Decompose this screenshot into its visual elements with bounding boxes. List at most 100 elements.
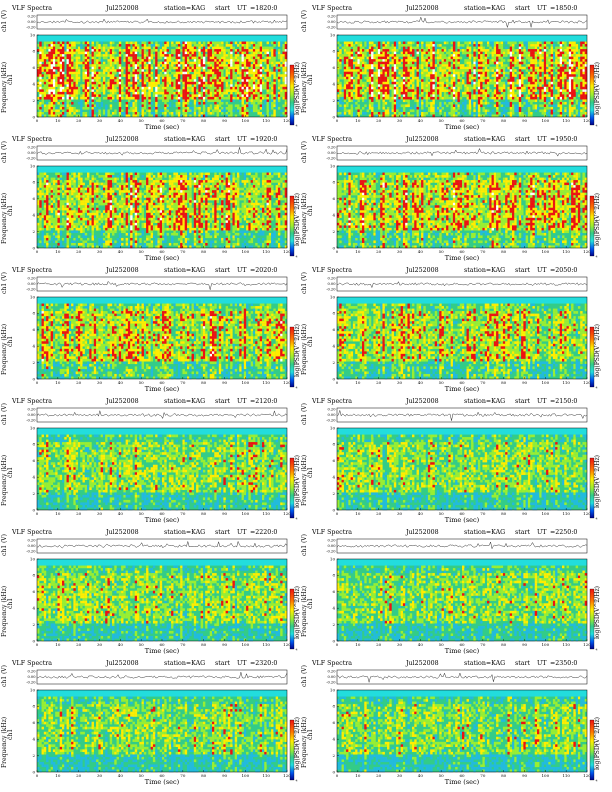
time-tick-label: 50 xyxy=(439,380,445,385)
ch1-axis-label: ch1 (V) xyxy=(301,10,308,32)
ch1-tick-label: 0.00 xyxy=(27,675,36,679)
ch1-tick-label: 0.20 xyxy=(327,15,336,19)
colorbar-tick-label: -1 xyxy=(295,350,298,354)
colorbar-tick-label: -1 xyxy=(595,743,598,747)
ch1-axis-label: ch1 (V) xyxy=(301,272,308,294)
colorbar-tick-label: 0 xyxy=(295,76,297,80)
panel-start: start xyxy=(215,267,230,274)
time-axis-label: Time (sec) xyxy=(445,123,480,131)
panel-title: VLF Spectra xyxy=(312,529,352,536)
freq-tick-label: 8 xyxy=(32,180,35,185)
spectrogram-cells xyxy=(37,434,288,511)
colorbar xyxy=(589,326,595,388)
panel-start: start xyxy=(215,398,230,405)
ch1-axis-label: ch1 (V) xyxy=(1,665,8,687)
ch1-tick-label: 0.20 xyxy=(27,146,36,150)
panel-date: Jul252008 xyxy=(106,136,139,143)
panel-start-ut: =1850:0 xyxy=(550,5,577,12)
colorbar-tick-label: -1 xyxy=(595,481,598,485)
cyan-band xyxy=(37,297,287,304)
panel-start: start xyxy=(215,5,230,12)
time-tick-label: 80 xyxy=(201,118,207,123)
colorbar-tick-label: -2 xyxy=(295,362,298,366)
colorbar-tick-label: 0 xyxy=(595,600,597,604)
time-tick-label: 80 xyxy=(501,249,507,254)
panel-start-ut: =1820:0 xyxy=(250,5,277,12)
spectrogram-panel: VLF Spectra Jul252008 station=KAG start UT =2… xyxy=(301,398,602,526)
frequency-axis-label: Frequency (kHz) xyxy=(1,62,8,113)
time-tick-label: 20 xyxy=(376,773,382,778)
spectrogram-panel: VLF Spectra Jul252008 station=KAG start UT =2… xyxy=(301,529,602,657)
colorbar-tick-label: 1 xyxy=(295,588,297,592)
cyan-band xyxy=(337,559,587,566)
time-tick-label: 70 xyxy=(480,773,486,778)
panel-header: VLF Spectra Jul252008 station=KAG start UT =2… xyxy=(12,529,302,538)
panel-date: Jul252008 xyxy=(406,398,439,405)
time-tick-label: 0 xyxy=(36,118,39,123)
ch1-tick-label: -0.20 xyxy=(326,681,336,685)
colorbar xyxy=(289,719,295,781)
colorbar-tick-label: 1 xyxy=(595,195,597,199)
freq-tick-label: 10 xyxy=(30,556,36,561)
colorbar-tick-label: -3 xyxy=(295,112,298,116)
freq-tick-label: 8 xyxy=(332,442,335,447)
ch1-axis-label: ch1 (V) xyxy=(1,534,8,556)
colorbar-tick-label: -4 xyxy=(295,779,298,783)
waveform-trace xyxy=(336,541,588,550)
freq-tick-label: 6 xyxy=(32,327,35,332)
time-axis-label: Time (sec) xyxy=(445,647,480,655)
panel-ut: UT xyxy=(237,267,247,274)
time-tick-label: 100 xyxy=(542,249,550,254)
colorbar-tick-label: 0 xyxy=(295,207,297,211)
spectrogram-cells xyxy=(337,303,588,380)
spectrogram-panel: VLF Spectra Jul252008 station=KAG start UT =1… xyxy=(301,136,602,264)
time-tick-label: 30 xyxy=(397,642,403,647)
freq-tick-label: 8 xyxy=(32,311,35,316)
colorbar-tick-label: 0 xyxy=(595,338,597,342)
waveform-trace xyxy=(36,672,288,679)
colorbar-tick-label: 1 xyxy=(595,64,597,68)
frequency-axis-label: Frequency (kHz) xyxy=(301,62,308,113)
ch1-tick-label: -0.20 xyxy=(26,419,36,423)
ch1-tick-label: -0.20 xyxy=(26,157,36,161)
freq-tick-label: 8 xyxy=(32,442,35,447)
colorbar-tick-label: 1 xyxy=(295,457,297,461)
frequency-axis-label: Frequency (kHz) xyxy=(1,193,8,244)
time-tick-label: 100 xyxy=(242,380,250,385)
time-tick-label: 60 xyxy=(459,249,465,254)
colorbar-tick-label: -4 xyxy=(295,386,298,390)
panel-start-ut: =2350:0 xyxy=(550,660,577,667)
time-tick-label: 10 xyxy=(355,118,361,123)
time-tick-label: 60 xyxy=(159,118,165,123)
time-tick-label: 70 xyxy=(480,249,486,254)
freq-tick-label: 2 xyxy=(32,491,35,496)
time-tick-label: 50 xyxy=(439,642,445,647)
colorbar-tick-label: -2 xyxy=(295,493,298,497)
time-tick-label: 30 xyxy=(397,511,403,516)
time-tick-label: 50 xyxy=(139,773,145,778)
ch1-tick-label: 0.00 xyxy=(327,675,336,679)
time-tick-label: 110 xyxy=(562,380,570,385)
time-tick-label: 40 xyxy=(118,249,124,254)
time-tick-label: 60 xyxy=(159,380,165,385)
colorbar-tick-label: 1 xyxy=(595,588,597,592)
ch1-tick-label: 0.00 xyxy=(327,544,336,548)
time-tick-label: 10 xyxy=(55,118,61,123)
panel-date: Jul252008 xyxy=(106,267,139,274)
time-tick-label: 10 xyxy=(55,249,61,254)
panel-title: VLF Spectra xyxy=(312,660,352,667)
freq-tick-label: 8 xyxy=(332,311,335,316)
panel-title: VLF Spectra xyxy=(12,398,52,405)
freq-tick-label: 10 xyxy=(330,163,336,168)
colorbar-tick-label: -2 xyxy=(295,231,298,235)
colorbar-tick-label: -2 xyxy=(595,493,598,497)
time-tick-label: 40 xyxy=(118,118,124,123)
colorbar-tick-label: -3 xyxy=(595,243,598,247)
waveform-trace xyxy=(336,16,588,29)
freq-tick-label: 10 xyxy=(330,32,336,37)
time-tick-label: 50 xyxy=(439,118,445,123)
waveform-frame xyxy=(336,669,588,685)
time-tick-label: 0 xyxy=(36,511,39,516)
colorbar-tick-label: 0 xyxy=(595,207,597,211)
